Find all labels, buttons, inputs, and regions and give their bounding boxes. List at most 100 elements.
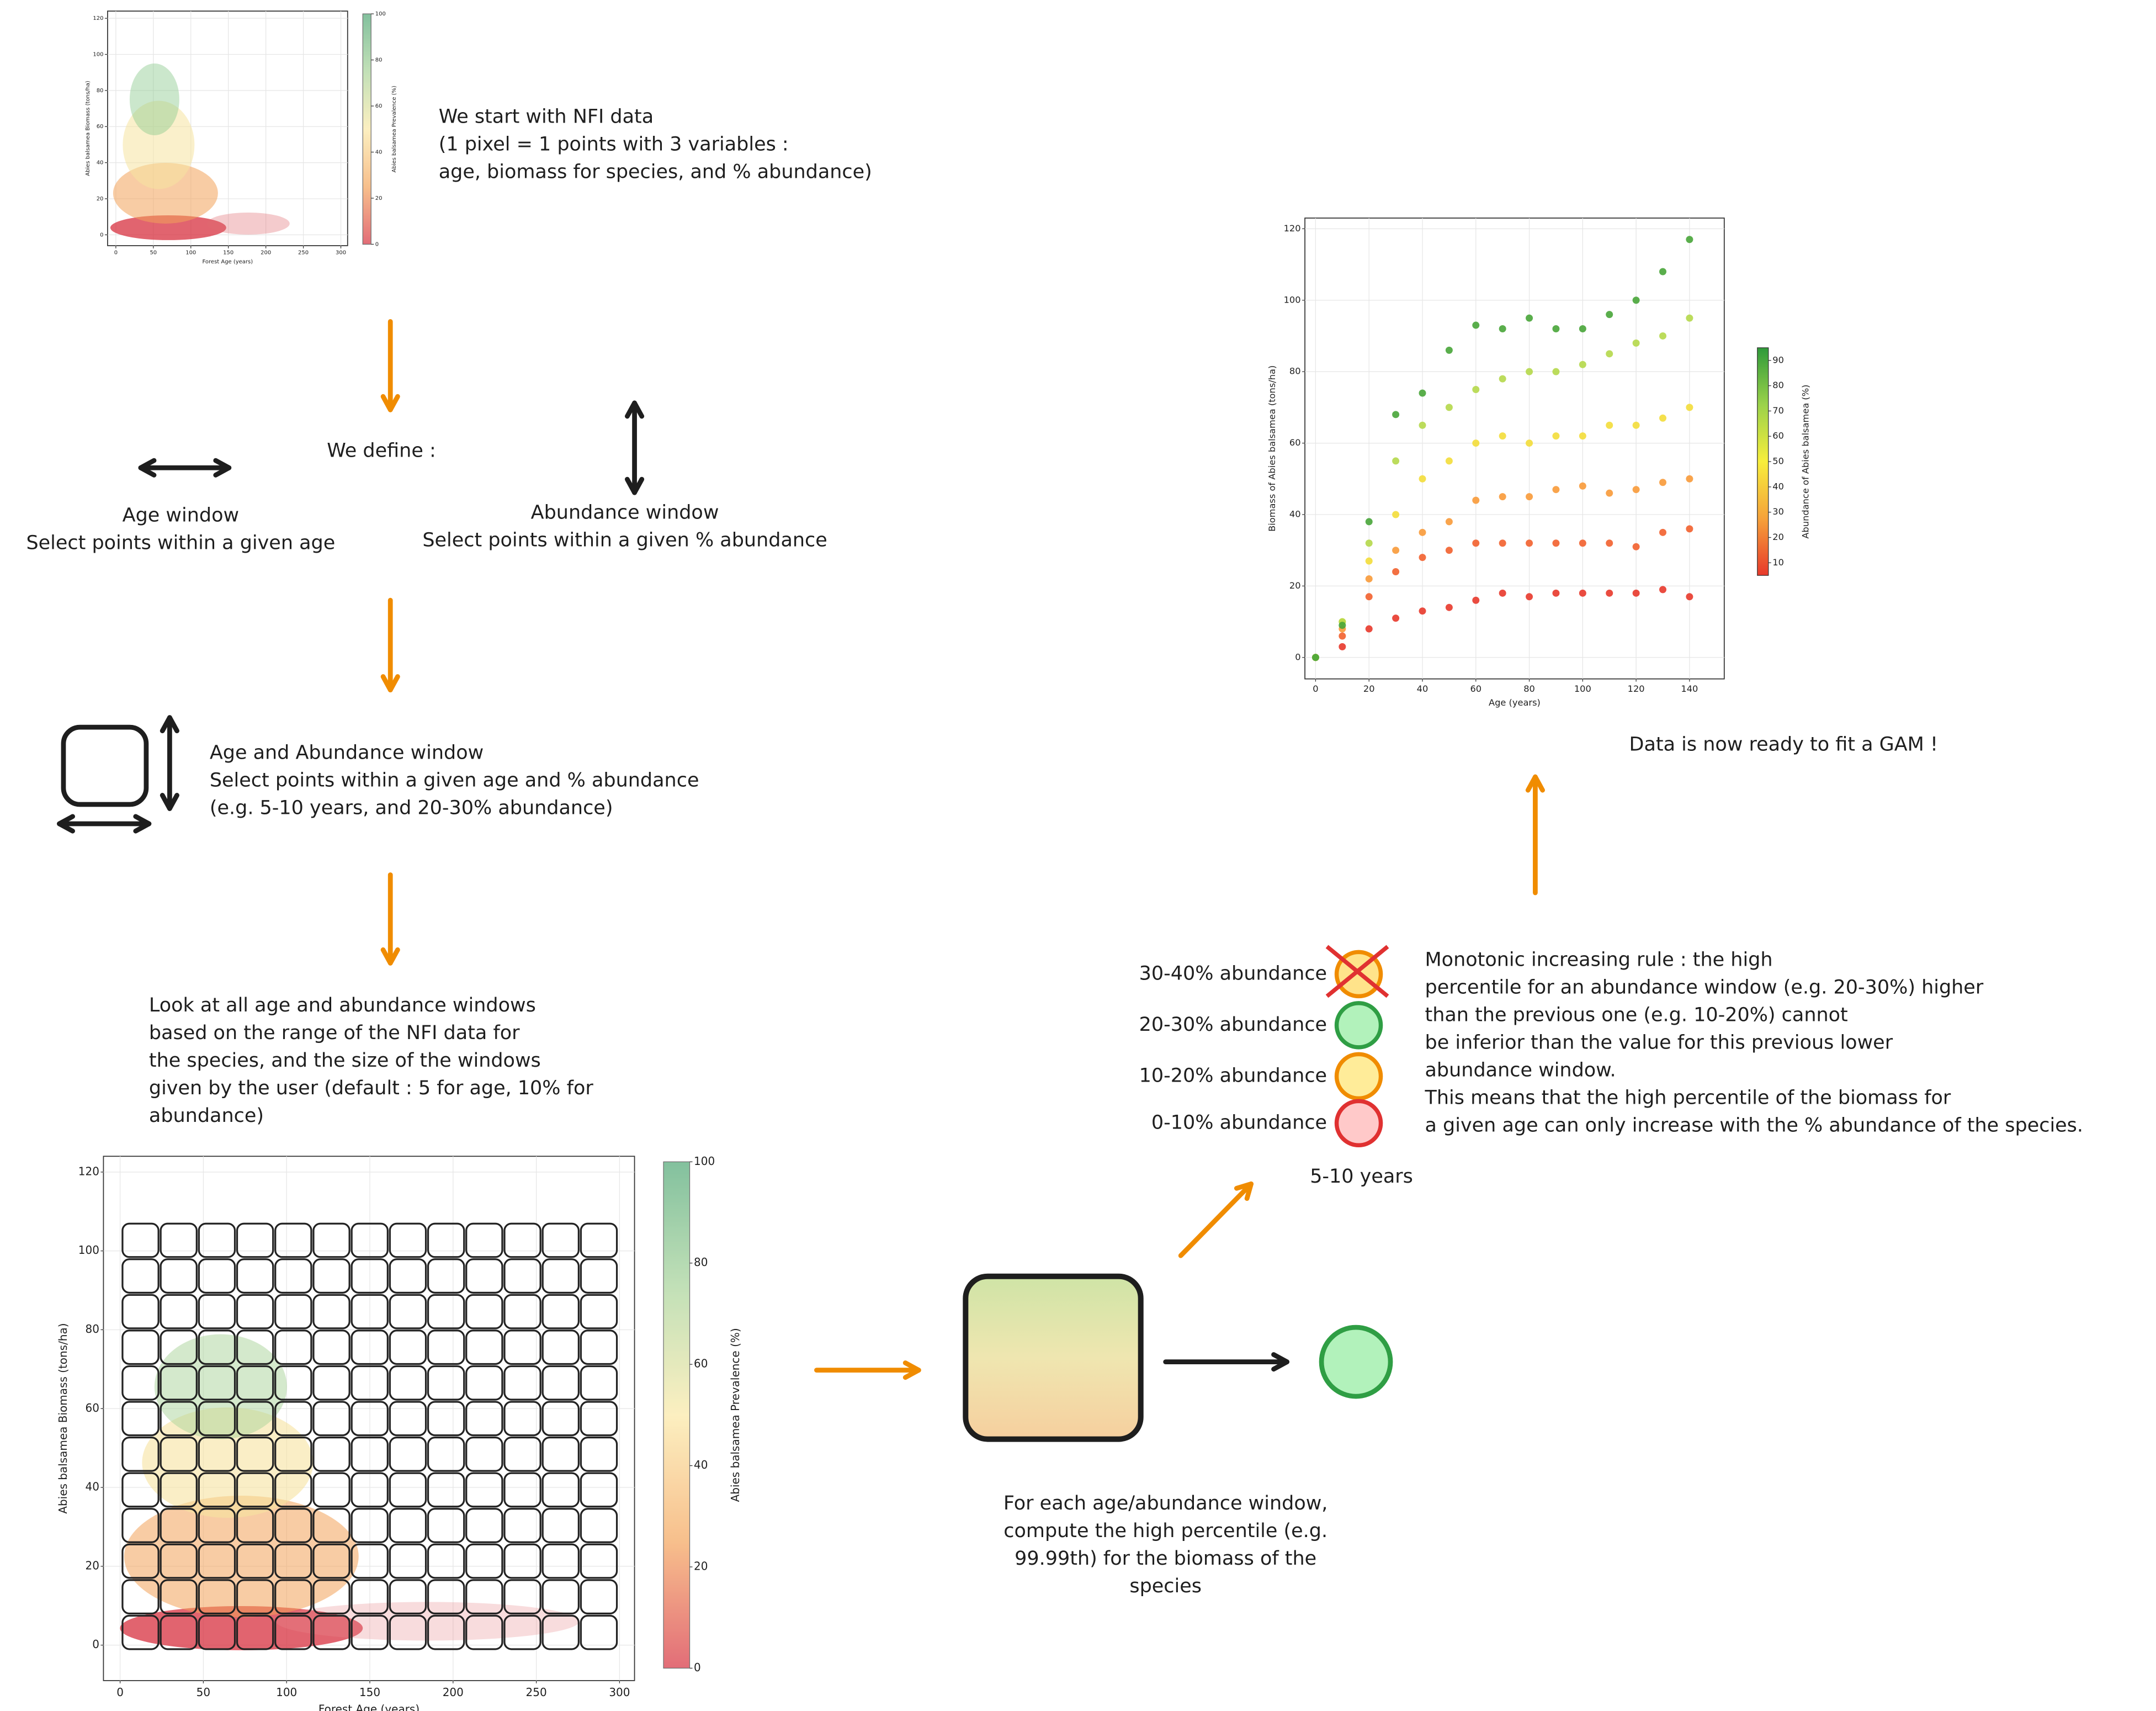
point bbox=[1499, 493, 1506, 501]
point bbox=[1632, 589, 1640, 597]
point bbox=[1499, 375, 1506, 383]
point bbox=[1659, 414, 1667, 422]
point bbox=[1472, 539, 1480, 547]
colorbar-tick-label: 60 bbox=[375, 103, 383, 109]
window-cell bbox=[503, 1436, 541, 1472]
window-cell bbox=[465, 1401, 503, 1437]
window-cell bbox=[580, 1436, 618, 1472]
window-cell bbox=[121, 1294, 160, 1329]
density-cloud bbox=[129, 63, 179, 136]
point bbox=[1579, 361, 1586, 368]
window-cell bbox=[503, 1294, 541, 1329]
window-cell bbox=[274, 1508, 312, 1543]
window-cell bbox=[274, 1436, 312, 1472]
point bbox=[1445, 346, 1453, 354]
point bbox=[1579, 539, 1586, 547]
arrow-head bbox=[160, 715, 179, 734]
window-cell bbox=[503, 1579, 541, 1615]
point bbox=[1526, 493, 1533, 501]
point bbox=[1686, 525, 1693, 533]
result-circle bbox=[1319, 1325, 1393, 1399]
window-cell bbox=[274, 1614, 312, 1650]
point bbox=[1392, 411, 1400, 419]
x-tick-label: 300 bbox=[336, 250, 346, 256]
y-tick-label: 100 bbox=[1284, 294, 1301, 305]
density-cloud bbox=[123, 100, 195, 189]
x-axis-label: Age (years) bbox=[1489, 697, 1541, 708]
point bbox=[1499, 539, 1506, 547]
window-cell bbox=[274, 1258, 312, 1294]
point bbox=[1686, 404, 1693, 411]
colorbar-tick-label: 20 bbox=[694, 1560, 708, 1573]
point bbox=[1339, 643, 1346, 650]
point bbox=[1445, 457, 1453, 465]
window-cell bbox=[274, 1401, 312, 1437]
window-cell bbox=[351, 1579, 389, 1615]
window-cell bbox=[160, 1329, 198, 1365]
point bbox=[1552, 589, 1560, 597]
arrow bbox=[160, 715, 179, 811]
y-axis-label: Biomass of Abies balsamea (tons/ha) bbox=[1267, 365, 1277, 532]
window-cell bbox=[389, 1614, 427, 1650]
window-cell bbox=[427, 1543, 465, 1579]
window-cell bbox=[503, 1329, 541, 1365]
plot-frame bbox=[1304, 218, 1725, 680]
arrow-head bbox=[902, 1360, 921, 1380]
window-cell bbox=[541, 1294, 580, 1329]
window-cell bbox=[389, 1508, 427, 1543]
window-cell bbox=[236, 1401, 274, 1437]
window-cell bbox=[580, 1258, 618, 1294]
window-cell bbox=[351, 1436, 389, 1472]
window-cell bbox=[351, 1401, 389, 1437]
window-cell bbox=[312, 1614, 351, 1650]
window-cell bbox=[389, 1579, 427, 1615]
arrow-head bbox=[1234, 1181, 1254, 1201]
chart: 0 50 100 150 200 250 300020406080100120Forest … bbox=[85, 10, 397, 265]
window-cell bbox=[198, 1436, 236, 1472]
colorbar-tick-label: 80 bbox=[375, 57, 383, 63]
window-cell bbox=[160, 1401, 198, 1437]
intro-line: (1 pixel = 1 points with 3 variables : bbox=[439, 133, 789, 155]
window-cell bbox=[503, 1222, 541, 1258]
window-cell bbox=[541, 1258, 580, 1294]
all-windows-line: abundance) bbox=[149, 1105, 264, 1127]
y-tick-label: 60 bbox=[1289, 437, 1301, 448]
window-icon bbox=[61, 724, 149, 807]
colorbar-tick-label: 90 bbox=[1772, 354, 1784, 365]
point bbox=[1392, 615, 1400, 622]
y-tick-label: 20 bbox=[85, 1559, 99, 1572]
window-cell bbox=[580, 1579, 618, 1615]
window-cell bbox=[351, 1472, 389, 1508]
window-cell bbox=[121, 1401, 160, 1437]
window-cell bbox=[580, 1222, 618, 1258]
window-cell bbox=[541, 1365, 580, 1401]
point bbox=[1606, 350, 1613, 358]
window-cell bbox=[389, 1294, 427, 1329]
window-cell bbox=[465, 1543, 503, 1579]
point bbox=[1606, 421, 1613, 429]
window-cell bbox=[580, 1294, 618, 1329]
window-cell bbox=[160, 1294, 198, 1329]
point bbox=[1552, 325, 1560, 333]
point bbox=[1552, 432, 1560, 440]
colorbar-tick-label: 0 bbox=[375, 241, 379, 247]
window-cell bbox=[465, 1508, 503, 1543]
window-cell bbox=[274, 1329, 312, 1365]
point bbox=[1365, 518, 1373, 526]
window-cell bbox=[312, 1579, 351, 1615]
arrow-head bbox=[625, 400, 645, 419]
window-cell bbox=[351, 1614, 389, 1650]
x-tick-label: 140 bbox=[1681, 684, 1698, 694]
colorbar-tick-label: 80 bbox=[1772, 380, 1784, 390]
x-tick-label: 0 bbox=[1313, 684, 1318, 694]
point bbox=[1552, 539, 1560, 547]
window-cell bbox=[160, 1472, 198, 1508]
window-cell bbox=[198, 1614, 236, 1650]
window-cell bbox=[580, 1401, 618, 1437]
window-cell bbox=[427, 1436, 465, 1472]
window-cell bbox=[465, 1294, 503, 1329]
colorbar-tick-label: 10 bbox=[1772, 557, 1784, 568]
arrow bbox=[814, 1360, 921, 1380]
point bbox=[1445, 404, 1453, 411]
x-tick-label: 60 bbox=[1470, 684, 1481, 694]
